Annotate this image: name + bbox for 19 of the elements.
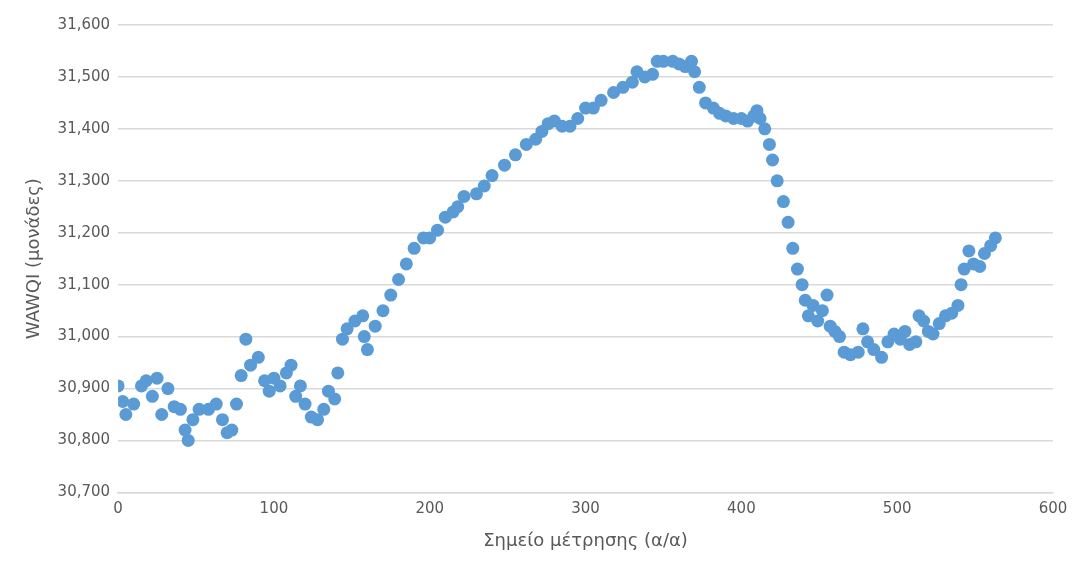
y-tick-label: 31,500 bbox=[57, 66, 111, 85]
y-tick-label: 31,600 bbox=[57, 14, 111, 33]
y-tick-label: 30,700 bbox=[57, 482, 111, 501]
y-tick-label: 31,000 bbox=[57, 326, 111, 345]
x-tick-label: 300 bbox=[571, 499, 600, 518]
y-tick-label: 31,400 bbox=[57, 118, 111, 137]
y-tick-label: 30,800 bbox=[57, 430, 111, 449]
x-tick-label: 500 bbox=[882, 499, 912, 518]
x-tick-label: 400 bbox=[727, 499, 756, 518]
x-tick-label: 0 bbox=[113, 499, 123, 518]
x-axis-title: Σημείο μέτρησης (α/α) bbox=[483, 528, 688, 550]
y-axis-title: WAWQI (μονάδες) bbox=[22, 178, 44, 340]
y-tick-label: 31,300 bbox=[57, 170, 111, 189]
y-tick-label: 30,900 bbox=[57, 378, 111, 397]
y-tick-label: 31,200 bbox=[57, 222, 111, 241]
x-tick-label: 200 bbox=[415, 499, 445, 518]
y-tick-label: 31,100 bbox=[57, 274, 111, 293]
x-tick-label: 100 bbox=[259, 499, 289, 518]
x-tick-label: 600 bbox=[1038, 499, 1068, 518]
